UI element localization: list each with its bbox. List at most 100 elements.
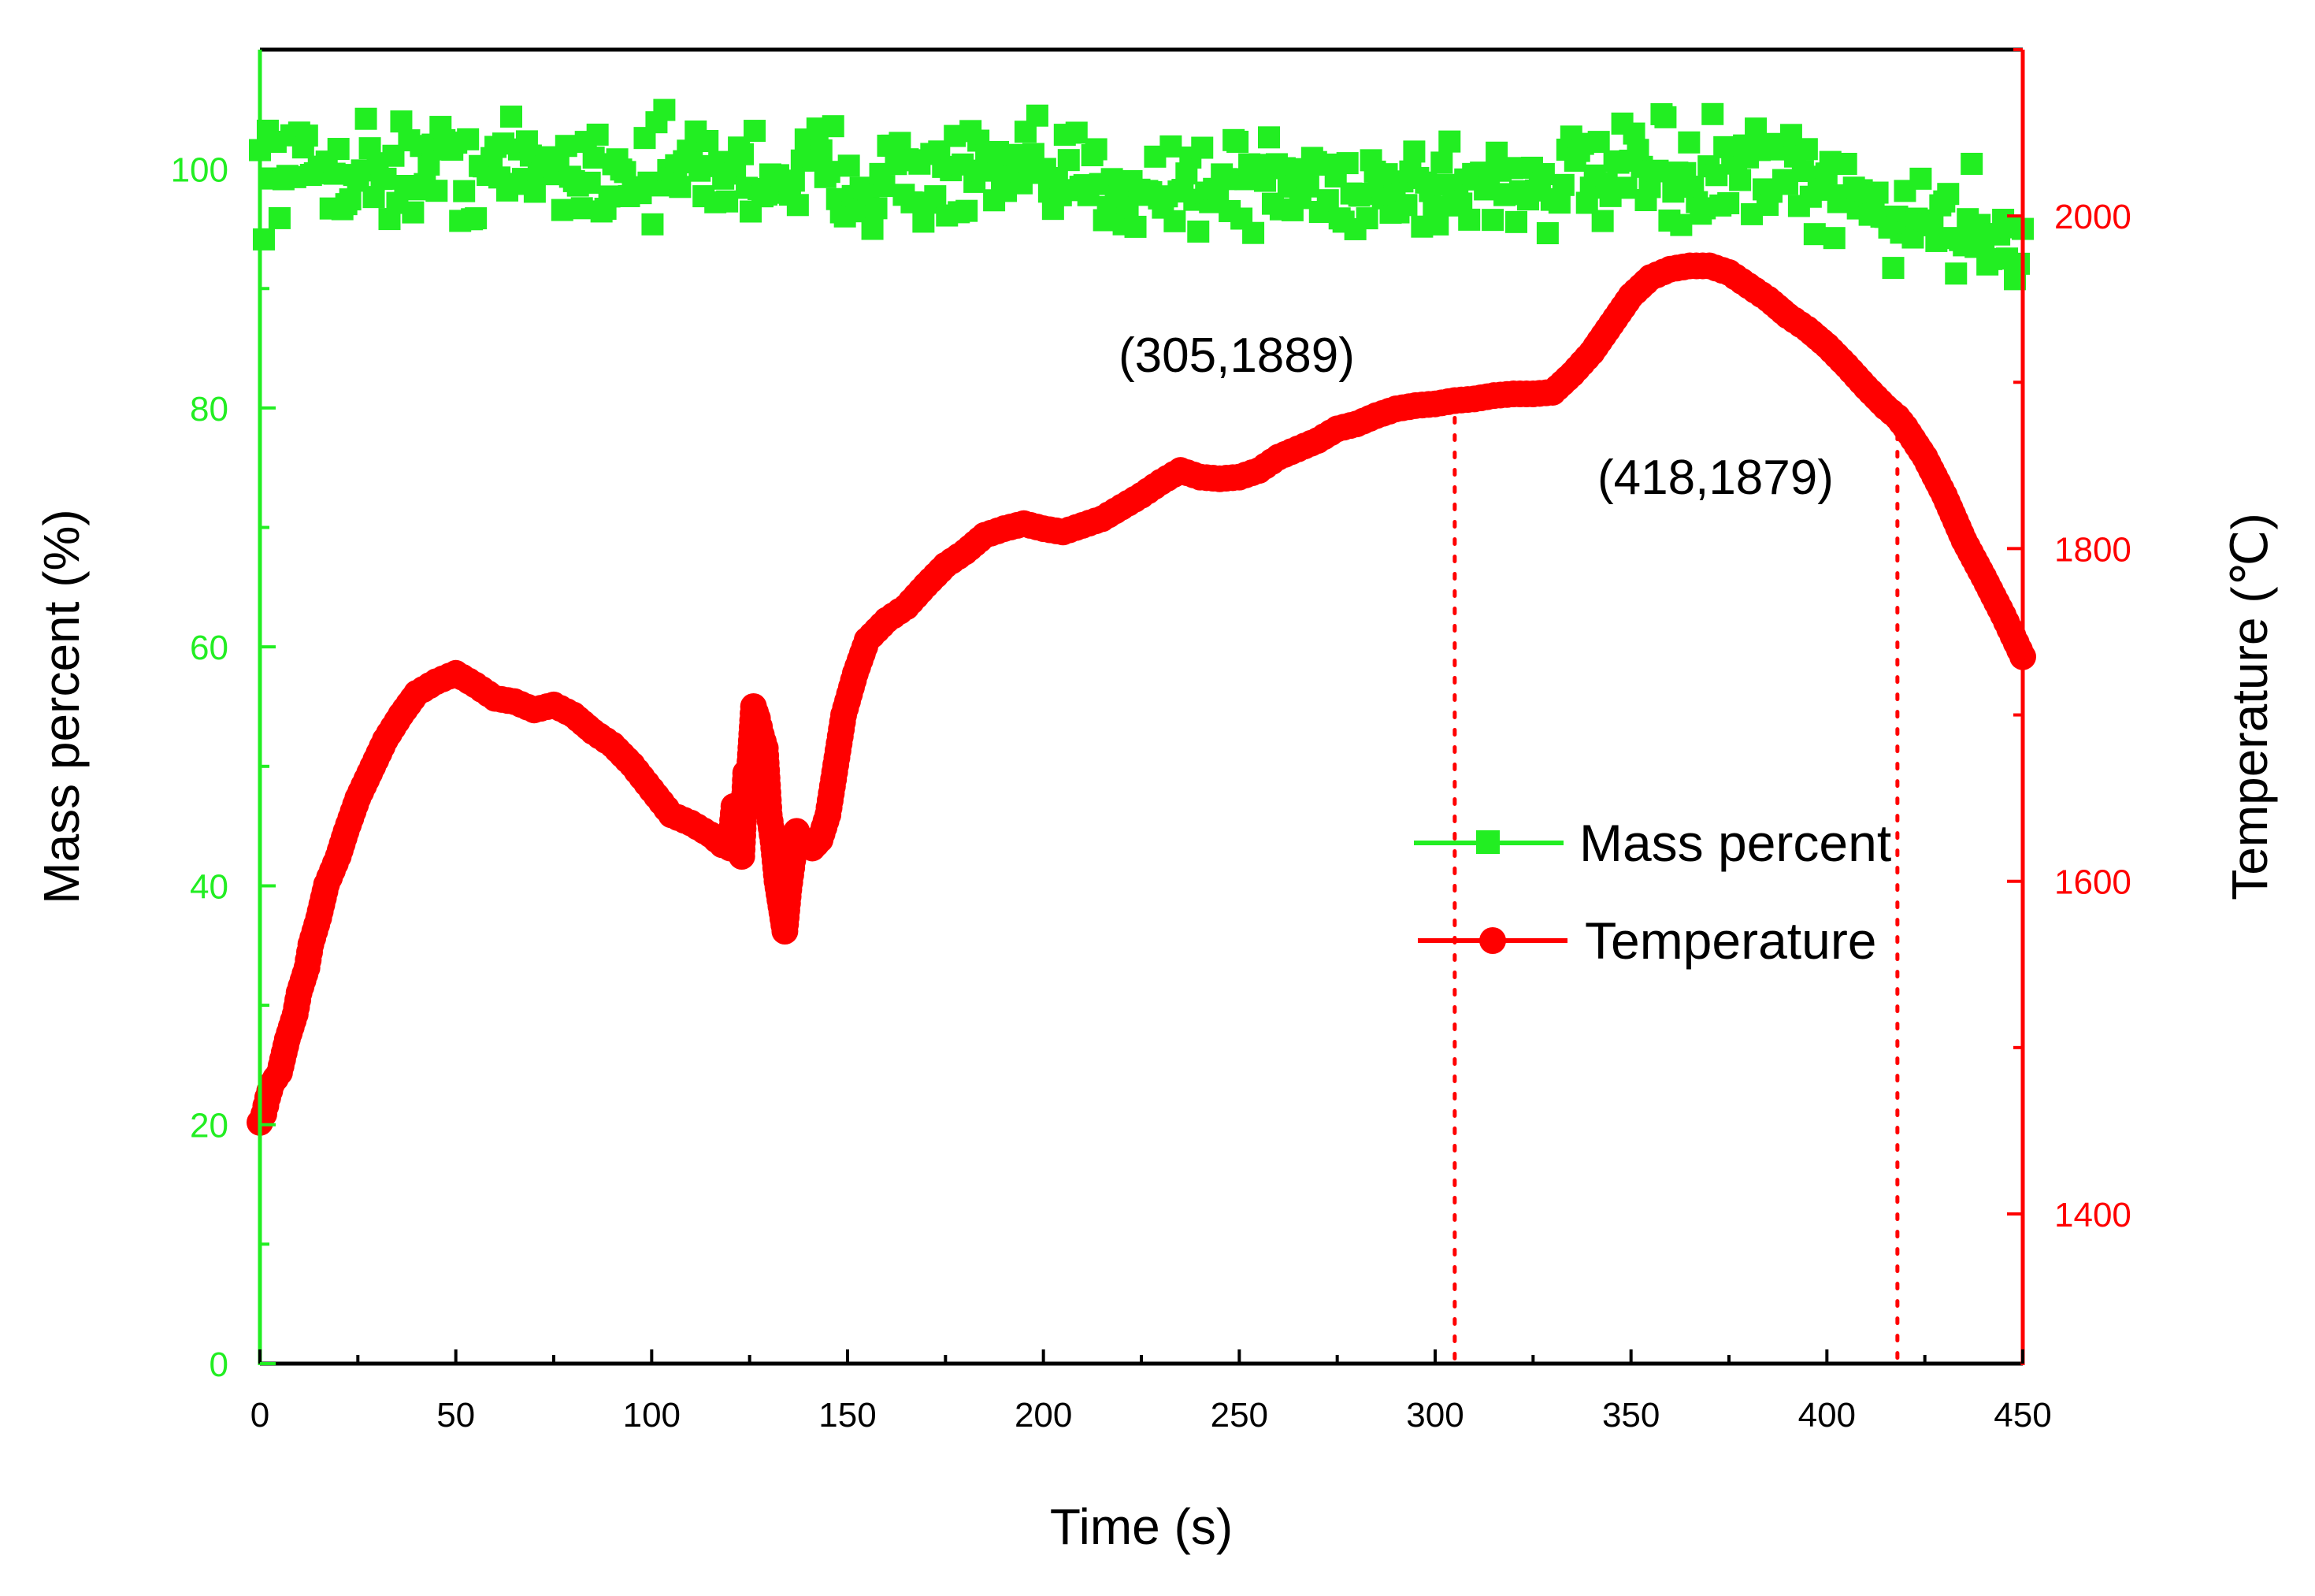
mass-point bbox=[837, 154, 860, 177]
mass-point bbox=[861, 217, 884, 240]
mass-point bbox=[696, 129, 719, 152]
mass-point bbox=[1909, 167, 1932, 190]
mass-point bbox=[425, 180, 448, 202]
mass-point bbox=[598, 185, 621, 208]
mass-point bbox=[1257, 126, 1280, 149]
mass-point bbox=[1026, 104, 1048, 127]
x-axis-title: Time (s) bbox=[1050, 1498, 1233, 1555]
mass-point bbox=[1505, 210, 1528, 233]
mass-point bbox=[1670, 213, 1693, 236]
mass-point bbox=[1536, 222, 1559, 245]
mass-point bbox=[417, 153, 440, 176]
mass-point bbox=[1226, 130, 1249, 153]
mass-point bbox=[1945, 262, 1968, 285]
x-tick-label: 200 bbox=[1015, 1396, 1072, 1435]
mass-point bbox=[295, 124, 318, 147]
mass-point bbox=[323, 162, 346, 185]
mass-point bbox=[1242, 221, 1265, 244]
mass-point bbox=[586, 123, 609, 146]
mass-point bbox=[1356, 207, 1378, 230]
x-tick-label: 350 bbox=[1602, 1396, 1660, 1435]
mass-point bbox=[955, 199, 978, 222]
mass-point bbox=[1430, 151, 1453, 174]
mass-point bbox=[1552, 173, 1575, 196]
mass-point bbox=[1297, 175, 1319, 198]
mass-point bbox=[570, 197, 593, 220]
x-axis-ticks: 0 50 100 150 200 250 300 350 400 450 bbox=[250, 1349, 2052, 1435]
mass-point bbox=[465, 207, 488, 230]
mass-point bbox=[1717, 191, 1740, 214]
mass-point bbox=[822, 115, 844, 138]
mass-point bbox=[1803, 223, 1826, 246]
mass-point bbox=[1163, 210, 1186, 232]
y-left-tick-label: 0 bbox=[210, 1345, 228, 1384]
mass-percent-series bbox=[249, 98, 2034, 291]
mass-point bbox=[1532, 163, 1555, 186]
mass-point bbox=[1591, 210, 1614, 232]
mass-point bbox=[1654, 106, 1677, 128]
mass-point bbox=[252, 228, 275, 251]
mass-point bbox=[453, 180, 476, 202]
mass-point bbox=[1191, 136, 1214, 159]
mass-point bbox=[1501, 157, 1524, 180]
mass-point bbox=[1336, 152, 1359, 175]
mass-point bbox=[1085, 138, 1107, 161]
annotation-label-2: (418,1879) bbox=[1597, 451, 1834, 505]
mass-point bbox=[1745, 117, 1768, 140]
y-left-tick-label: 80 bbox=[190, 390, 228, 429]
mass-point bbox=[810, 139, 833, 161]
mass-point bbox=[1403, 140, 1426, 163]
y-right-axis-ticks: 1400 1600 1800 2000 bbox=[2007, 48, 2131, 1234]
mass-point bbox=[912, 210, 935, 233]
x-tick-label: 100 bbox=[623, 1396, 681, 1435]
mass-point bbox=[1458, 208, 1481, 231]
y-left-tick-label: 60 bbox=[190, 629, 228, 667]
legend-temp-marker bbox=[1479, 927, 1506, 954]
mass-point bbox=[1729, 169, 1752, 191]
mass-point bbox=[786, 194, 809, 217]
legend-mass-label: Mass percent bbox=[1579, 814, 1891, 872]
mass-point bbox=[732, 143, 755, 165]
mass-point bbox=[1795, 138, 1818, 161]
mass-point bbox=[500, 106, 523, 128]
mass-point bbox=[1426, 213, 1449, 236]
mass-point bbox=[1678, 131, 1701, 154]
mass-point bbox=[390, 110, 413, 133]
annotation-guides bbox=[1452, 399, 1900, 1366]
mass-point bbox=[818, 161, 840, 184]
mass-point bbox=[782, 169, 805, 192]
y-left-axis-title: Mass percent (%) bbox=[33, 509, 90, 904]
mass-point bbox=[1057, 149, 1080, 172]
x-tick-label: 250 bbox=[1211, 1396, 1268, 1435]
mass-point bbox=[1646, 159, 1669, 182]
y-left-tick-label: 20 bbox=[190, 1107, 228, 1145]
mass-point bbox=[1961, 152, 1983, 175]
mass-point bbox=[402, 201, 425, 224]
mass-point bbox=[1159, 135, 1182, 158]
mass-point bbox=[1866, 181, 1889, 204]
mass-point bbox=[1395, 194, 1418, 217]
x-tick-label: 0 bbox=[250, 1396, 269, 1435]
mass-point bbox=[1701, 102, 1724, 125]
mass-point bbox=[1438, 130, 1461, 153]
mass-point bbox=[1882, 257, 1905, 280]
annotation-label-1: (305,1889) bbox=[1119, 328, 1355, 383]
mass-point bbox=[924, 185, 947, 208]
legend: Mass percent Temperature bbox=[1414, 814, 1891, 970]
mass-point bbox=[1937, 183, 1960, 206]
mass-point bbox=[744, 120, 766, 143]
mass-point bbox=[865, 197, 888, 220]
mass-point bbox=[551, 199, 573, 221]
mass-point bbox=[327, 138, 350, 161]
y-right-tick-label: 1800 bbox=[2054, 530, 2131, 569]
y-right-tick-label: 1400 bbox=[2054, 1196, 2131, 1234]
mass-point bbox=[1187, 220, 1210, 243]
mass-point bbox=[641, 213, 664, 236]
mass-point bbox=[1482, 209, 1504, 232]
y-right-tick-label: 2000 bbox=[2054, 198, 2131, 236]
y-right-axis-title: Temperature (℃) bbox=[2221, 513, 2278, 900]
x-tick-label: 50 bbox=[436, 1396, 475, 1435]
mass-point bbox=[1065, 121, 1088, 144]
mass-point bbox=[1215, 168, 1237, 191]
